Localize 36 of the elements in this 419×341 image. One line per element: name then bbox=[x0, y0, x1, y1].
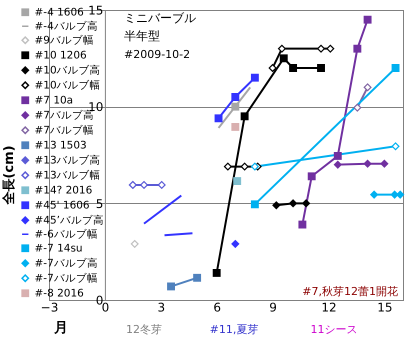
legend-label: #13バルブ幅 bbox=[34, 168, 101, 182]
legend-label: #-4バルブ高 bbox=[34, 19, 98, 32]
legend-label: #-7 14su bbox=[34, 242, 83, 254]
legend-label: #45' 1606 bbox=[34, 199, 90, 212]
legend-label: #7 10a bbox=[34, 94, 74, 106]
legend-label: #13 1503 bbox=[34, 139, 87, 152]
legend-label: #9バルブ幅 bbox=[34, 33, 94, 46]
legend-label: #10 1206 bbox=[34, 49, 88, 62]
y-axis-title: 全長(cm) bbox=[2, 145, 17, 206]
x-tick-label: 9 bbox=[269, 300, 277, 314]
x-tick-label: 15 bbox=[377, 300, 393, 314]
x-tick-label: 3 bbox=[157, 300, 166, 314]
legend-label: #-7バルブ幅 bbox=[34, 271, 98, 284]
x-axis-title: 月 bbox=[53, 320, 68, 336]
legend-label: #-6バルブ幅 bbox=[34, 227, 98, 240]
annotation: 半年型 bbox=[124, 29, 160, 43]
legend-label: #13バルブ高 bbox=[34, 153, 101, 166]
legend-label: #-8 2016 bbox=[34, 287, 84, 300]
legend-label: #-7バルブ高 bbox=[34, 256, 98, 270]
legend-label: #45’バルブ高 bbox=[34, 213, 104, 226]
text: 12冬芽 bbox=[126, 323, 162, 336]
annotation: ミニバーブル bbox=[124, 11, 196, 25]
legend-label: #10バルブ高 bbox=[34, 63, 101, 76]
y-tick-label: 5 bbox=[96, 196, 104, 211]
x-tick-label: 6 bbox=[213, 300, 222, 314]
x-tick-label: 12 bbox=[321, 300, 337, 314]
x-tick-label: −3 bbox=[40, 300, 58, 314]
legend-label: #14? 2016 bbox=[34, 184, 93, 196]
y-tick-label: 15 bbox=[88, 4, 104, 18]
annotation: #2009-10-2 bbox=[124, 48, 190, 61]
legend-label: #-4 1606 bbox=[34, 6, 84, 18]
legend-label: #10バルブ幅 bbox=[34, 78, 101, 92]
legend-label: #7バルブ幅 bbox=[34, 123, 94, 136]
annotation: #7,秋芽12蕾1開花 bbox=[302, 285, 398, 298]
text: 11シース bbox=[310, 323, 358, 336]
text: #11,夏芽 bbox=[210, 323, 258, 336]
